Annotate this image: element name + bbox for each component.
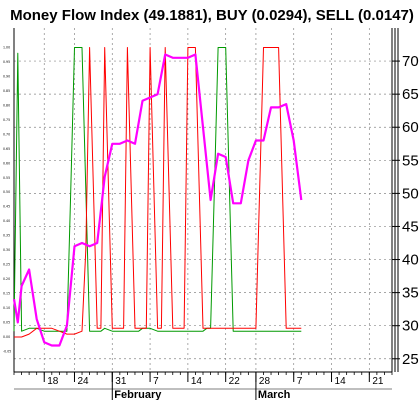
left-tick-label: 0.60 [3,161,10,165]
x-tick-label: 24 [77,376,89,387]
x-tick-label: 14 [191,376,203,387]
left-tick-label: 0.15 [3,292,10,296]
left-tick-label: 0.55 [3,176,10,180]
right-tick-label: 30 [402,318,419,335]
left-tick-label: 0.20 [3,277,10,281]
left-tick-label: 0.65 [3,147,10,151]
right-tick-label: 65 [402,86,419,103]
right-tick-label: 50 [402,185,419,202]
left-tick-label: 0.40 [3,219,10,223]
left-tick-label: 0.90 [3,74,10,78]
left-tick-label: 0.80 [3,103,10,107]
month-label: March [258,389,291,400]
x-tick-label: 31 [115,376,127,387]
right-tick-label: 55 [402,152,419,169]
plot-frame [13,28,399,390]
left-tick-label: 1.00 [3,45,10,49]
left-tick-label: -0.05 [3,349,11,353]
left-tick-label: 0.70 [3,132,10,136]
x-tick-label: 18 [47,376,59,387]
x-tick-label: 7 [297,376,303,387]
left-tick-label: 0.05 [3,321,10,325]
left-tick-label: 0.30 [3,248,10,252]
left-tick-label: 0.95 [3,60,10,64]
x-tick-label: 21 [372,376,384,387]
x-tick-label: 7 [153,376,159,387]
left-tick-label: 0.25 [3,263,10,267]
chart-title: Money Flow Index (49.1881), BUY (0.0294)… [10,7,414,24]
right-tick-label: 45 [402,218,419,235]
series-line-2 [14,47,302,338]
right-axis: 70 65 60 55 50 45 40 35 30 25 [392,53,419,368]
left-tick-label: 0.35 [3,234,10,238]
left-tick-label: 0.00 [3,335,10,339]
right-tick-label: 35 [402,285,419,302]
right-tick-label: 60 [402,119,419,136]
x-tick-label: 28 [259,376,271,387]
left-tick-label: 0.10 [3,306,10,310]
left-tick-label: 0.85 [3,89,10,93]
left-tick-label: 0.75 [3,118,10,122]
x-tick-label: 22 [229,376,241,387]
series-layer [12,47,303,347]
x-axis: 18 24 31 7 14 22 28 7 14 21 February March [13,372,393,400]
right-tick-label: 40 [402,252,419,269]
left-tick-label: 0.45 [3,205,10,209]
month-label: February [114,389,162,400]
left-axis: 1.00 0.95 0.90 0.85 0.80 0.75 0.70 0.65 0.60 0.55… [3,45,11,353]
left-tick-label: 0.50 [3,190,10,194]
x-tick-label: 14 [335,376,347,387]
right-tick-label: 25 [402,351,419,368]
series-line-0 [12,53,303,347]
right-tick-label: 70 [402,53,419,70]
